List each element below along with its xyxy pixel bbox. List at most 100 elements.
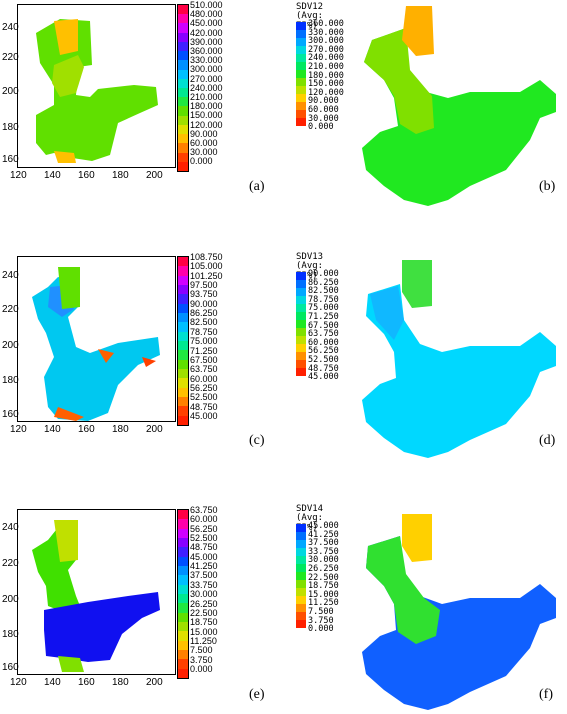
colorbar-label: 86.250 [308,277,339,288]
colorbar-label: 0.000 [190,156,213,167]
colorbar-b-segment [296,54,306,62]
colorbar-label: 33.750 [190,579,218,590]
colorbar-label: 60.000 [190,138,218,148]
x-tick: 120 [10,170,27,181]
colorbar-a-segment [178,152,188,162]
colorbar-b-segment [296,38,306,46]
colorbar-label: 90.000 [190,128,218,139]
colorbar-label: 330.000 [190,55,223,66]
x-tick: 140 [44,170,61,181]
colorbar-c-segment [178,266,188,276]
colorbar-label: 150.000 [190,110,223,121]
colorbar-f-segment [296,564,306,572]
map-a-svg [36,19,158,163]
colorbar-label: 330.000 [308,27,344,38]
colorbar-label: 180.000 [190,101,223,112]
caption-a: (a) [249,179,265,194]
colorbar-d-segment [296,336,306,344]
colorbar-a-segment [178,97,188,107]
colorbar-d [296,272,306,376]
colorbar-c-segment [178,331,188,341]
sdv-title: SDV14 [296,504,324,514]
colorbar-label: 45.000 [190,410,218,421]
colorbar-c [177,256,189,426]
colorbar-label: 78.750 [308,294,339,305]
colorbar-label: 120.000 [308,87,344,98]
colorbar-label: 56.250 [308,346,339,357]
colorbar-label: 56.250 [190,523,218,534]
x-tick: 200 [146,677,163,688]
y-tick: 180 [2,375,19,386]
colorbar-label: 210.000 [190,92,223,102]
colorbar-label: 78.750 [190,326,218,337]
colorbar-d-segment [296,288,306,296]
sdv-avg: (Avg: 75%) [296,513,324,533]
colorbar-label: 37.500 [308,538,339,549]
y-tick: 220 [2,558,19,569]
colorbar-e-segment [178,537,188,548]
colorbar-label: 210.000 [308,62,344,72]
colorbar-label: 105.000 [190,261,223,272]
colorbar-label: 510.000 [190,0,223,10]
y-tick: 160 [2,154,19,165]
colorbar-label: 60.000 [308,105,339,115]
colorbar-label: 0.000 [190,663,213,674]
colorbar-e-segment [178,621,188,632]
colorbar-c-segment [178,322,188,332]
colorbar-label: 90.000 [308,269,339,279]
colorbar-d-segment [296,280,306,288]
colorbar-label: 63.750 [190,364,218,375]
sdv-title: SDV12 [296,2,324,12]
colorbar-e-segment [178,528,188,538]
colorbar-label: 30.000 [308,113,339,124]
x-tick: 140 [44,677,61,688]
y-tick: 160 [2,409,19,420]
colorbar-label: 60.000 [190,514,218,525]
y-tick: 220 [2,52,19,63]
colorbar-e-segment [178,584,188,594]
colorbar-label: 3.750 [308,615,334,626]
colorbar-a-segment [178,23,188,33]
colorbar-label: 120.000 [190,119,223,130]
colorbar-label: 108.750 [190,252,223,262]
colorbar-a-segment [178,14,188,24]
colorbar-c-segment [178,415,188,425]
y-tick: 240 [2,22,19,33]
colorbar-d-segment [296,272,306,280]
colorbar-e-segment [178,603,188,613]
colorbar-c-segment [178,406,188,416]
colorbar-c-segment [178,312,188,323]
colorbar-e-segment [178,519,188,529]
colorbar-label: 93.750 [190,289,218,300]
colorbar-label: 26.250 [190,598,218,609]
colorbar-label: 41.250 [190,561,218,572]
x-tick: 120 [10,677,27,688]
colorbar-c-segment [178,387,188,397]
colorbar-f-segment [296,620,306,628]
colorbar-b-segment [296,102,306,110]
colorbar-a-segment [178,5,188,15]
x-tick: 140 [44,424,61,435]
y-tick: 240 [2,270,19,281]
colorbar-f-segment [296,572,306,580]
colorbar-label: 71.250 [190,345,218,356]
colorbar-c-segment [178,303,188,313]
colorbar-label: 11.250 [308,598,339,609]
colorbar-f-segment [296,588,306,596]
colorbar-label: 63.750 [190,505,218,515]
colorbar-c-segment [178,275,188,285]
colorbar-label: 41.250 [308,529,339,540]
x-tick: 160 [78,424,95,435]
colorbar-b-segment [296,94,306,102]
colorbar-label: 52.500 [308,355,339,365]
caption-e: (e) [249,687,265,702]
colorbar-label: 240.000 [190,82,223,93]
colorbar-e-segment [178,649,188,660]
colorbar-label: 52.500 [190,392,218,403]
colorbar-d-segment [296,312,306,320]
colorbar-f-segment [296,540,306,548]
colorbar-c-segment [178,284,188,295]
colorbar-label: 22.500 [308,572,339,583]
map-e-svg [32,520,160,672]
colorbar-label: 30.000 [190,147,218,158]
